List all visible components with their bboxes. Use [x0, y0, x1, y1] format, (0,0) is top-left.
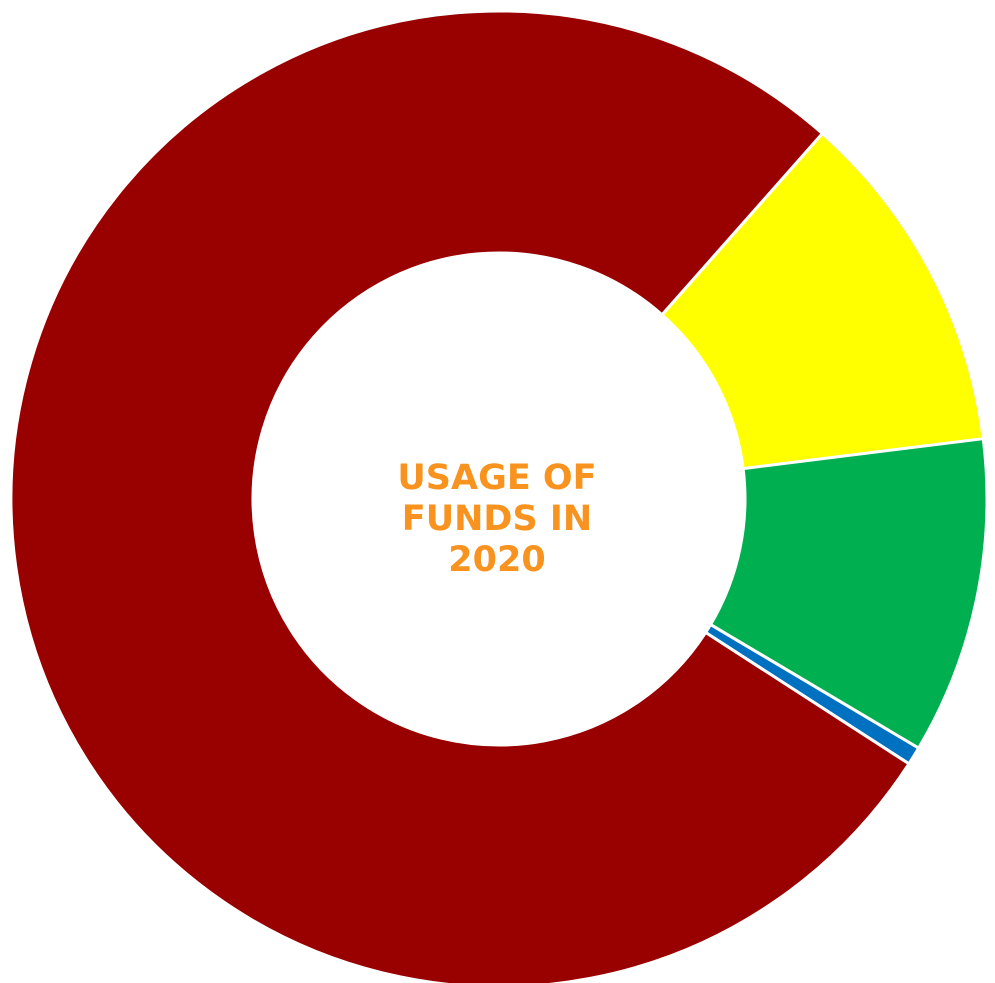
chart-title-line-2: FUNDS IN: [401, 499, 593, 539]
chart-title-line-3: 2020: [448, 540, 546, 580]
donut-slices: [9, 9, 989, 983]
donut-slice-4: [9, 9, 911, 983]
chart-title-line-1: USAGE OF: [397, 458, 597, 498]
chart-title: USAGE OF FUNDS IN 2020: [347, 458, 647, 581]
donut-slice-2: [709, 437, 989, 750]
donut-slice-1: [660, 132, 985, 471]
